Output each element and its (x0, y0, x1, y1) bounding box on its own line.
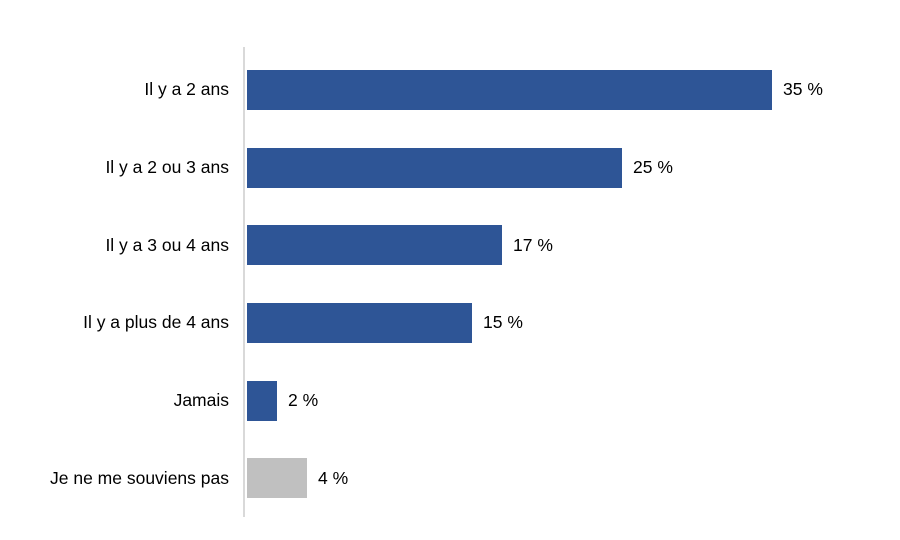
bar-track: 17 % (243, 206, 900, 284)
chart-rows: Il y a 2 ans 35 % Il y a 2 ou 3 ans 25 % Il … (0, 51, 900, 517)
bar (247, 69, 772, 110)
value-label: 4 % (318, 467, 349, 488)
bar (247, 458, 307, 499)
category-axis-line (243, 47, 245, 517)
category-label: Il y a 2 ans (144, 79, 229, 100)
category-label: Il y a 3 ou 4 ans (105, 234, 229, 255)
bar-track: 15 % (243, 284, 900, 362)
category-label: Il y a 2 ou 3 ans (105, 157, 229, 177)
bar-row: Il y a plus de 4 ans 15 % (0, 284, 900, 362)
bar-track: 4 % (243, 439, 900, 517)
bar-row: Je ne me souviens pas 4 % (0, 439, 900, 517)
bar (247, 225, 502, 266)
bar-row: Il y a 2 ou 3 ans 25 % (0, 129, 900, 207)
category-label: Je ne me souviens pas (50, 467, 229, 488)
category-label: Il y a plus de 4 ans (83, 312, 229, 333)
bar-track: 25 % (243, 129, 900, 207)
value-label: 17 % (513, 234, 553, 255)
value-label: 35 % (783, 79, 823, 100)
bar-row: Il y a 2 ans 35 % (0, 51, 900, 129)
bar (247, 380, 277, 421)
value-label: 15 % (483, 312, 523, 333)
bar-track: 35 % (243, 51, 900, 129)
bar-track: 2 % (243, 362, 900, 440)
value-label: 2 % (288, 390, 319, 411)
value-label: 25 % (633, 157, 673, 177)
bar (247, 302, 472, 343)
bar-row: Il y a 3 ou 4 ans 17 % (0, 206, 900, 284)
category-label: Jamais (173, 390, 229, 411)
bar-row: Jamais 2 % (0, 362, 900, 440)
bar (247, 147, 622, 188)
